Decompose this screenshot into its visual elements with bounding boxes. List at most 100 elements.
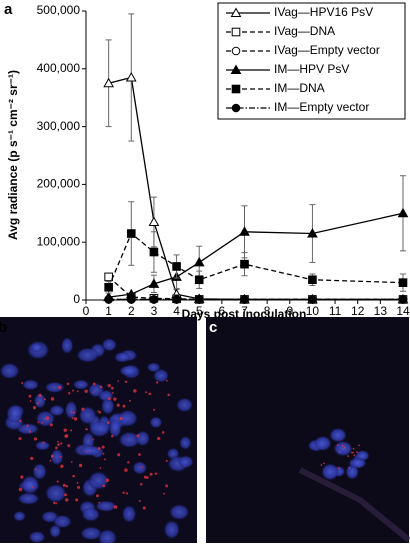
signal bbox=[341, 444, 344, 447]
x-tick-label: 6 bbox=[219, 304, 226, 318]
nucleus bbox=[81, 507, 101, 522]
micrographs bbox=[0, 317, 410, 548]
signal bbox=[64, 434, 69, 438]
signal bbox=[102, 452, 105, 455]
panel-label: a bbox=[4, 1, 13, 18]
signal bbox=[139, 482, 143, 486]
signal bbox=[76, 485, 81, 489]
signal bbox=[154, 472, 158, 475]
x-tick-label: 12 bbox=[351, 304, 365, 318]
nucleus bbox=[108, 418, 122, 439]
signal bbox=[344, 446, 346, 449]
nucleus bbox=[333, 440, 354, 457]
nucleus bbox=[49, 524, 62, 539]
legend-label: IVag—HPV16 PsV bbox=[274, 5, 373, 19]
signal bbox=[31, 486, 34, 489]
marker bbox=[307, 228, 318, 238]
signal bbox=[138, 499, 141, 502]
marker bbox=[172, 262, 181, 271]
nucleus bbox=[35, 410, 56, 428]
signal bbox=[337, 444, 339, 446]
nucleus bbox=[50, 448, 64, 466]
legend-box bbox=[217, 2, 406, 120]
signal bbox=[92, 382, 96, 386]
marker bbox=[172, 295, 181, 304]
marker bbox=[240, 295, 249, 304]
signal bbox=[38, 393, 42, 398]
marker bbox=[230, 64, 242, 74]
signal bbox=[113, 505, 118, 509]
signal bbox=[42, 441, 45, 444]
signal bbox=[117, 453, 121, 457]
legend-label: IM—DNA bbox=[274, 81, 325, 95]
y-tick-label: 0 bbox=[73, 292, 80, 306]
signal bbox=[165, 484, 169, 488]
signal bbox=[49, 423, 53, 427]
marker bbox=[231, 27, 241, 37]
nucleus bbox=[48, 404, 65, 417]
nucleus bbox=[17, 492, 40, 505]
signal bbox=[127, 461, 130, 464]
signal bbox=[34, 468, 37, 471]
nucleus bbox=[348, 457, 367, 469]
legend-label: IVag—Empty vector bbox=[274, 43, 380, 57]
signal bbox=[143, 475, 147, 479]
x-tick-label: 5 bbox=[196, 304, 203, 318]
signal bbox=[99, 385, 103, 389]
marker bbox=[231, 103, 241, 113]
nucleus bbox=[135, 430, 151, 447]
signal bbox=[67, 444, 71, 448]
signal bbox=[32, 405, 37, 410]
series-line bbox=[108, 212, 404, 298]
signal bbox=[26, 424, 29, 427]
signal bbox=[49, 459, 52, 462]
signal bbox=[119, 416, 123, 421]
marker bbox=[397, 207, 409, 218]
signal bbox=[338, 451, 341, 454]
signal bbox=[62, 483, 66, 487]
signal bbox=[99, 467, 102, 469]
signal bbox=[347, 455, 349, 457]
marker bbox=[240, 259, 249, 269]
marker bbox=[308, 275, 317, 285]
signal bbox=[97, 447, 101, 450]
x-tick-label: 3 bbox=[151, 304, 158, 318]
signal bbox=[113, 397, 117, 401]
signal bbox=[98, 410, 101, 414]
x-axis-label: Days post inoculation bbox=[182, 307, 307, 321]
signal bbox=[124, 380, 127, 383]
marker bbox=[126, 295, 136, 304]
signal bbox=[72, 474, 75, 478]
signal bbox=[18, 487, 23, 492]
nucleus bbox=[44, 483, 67, 504]
signal bbox=[66, 382, 70, 386]
tissue-edge bbox=[298, 467, 410, 543]
signal bbox=[124, 468, 128, 472]
signal bbox=[57, 443, 60, 446]
nucleus bbox=[118, 431, 141, 449]
signal bbox=[112, 392, 114, 394]
signal bbox=[148, 392, 152, 396]
signal bbox=[20, 475, 24, 479]
nucleus bbox=[13, 510, 27, 522]
signal bbox=[110, 386, 114, 390]
signal bbox=[352, 451, 354, 454]
signal bbox=[70, 461, 73, 463]
signal bbox=[133, 389, 137, 393]
signal bbox=[58, 385, 62, 390]
nucleus bbox=[60, 336, 74, 355]
nucleus bbox=[175, 397, 194, 413]
signal bbox=[128, 399, 131, 402]
signal bbox=[52, 501, 56, 504]
signal bbox=[157, 436, 161, 441]
nucleus bbox=[88, 420, 111, 438]
marker bbox=[194, 275, 204, 285]
x-tick-label: 0 bbox=[83, 304, 90, 318]
marker bbox=[149, 247, 159, 257]
marker bbox=[126, 229, 136, 238]
y-tick-label: 100,000 bbox=[37, 234, 81, 248]
nucleus bbox=[30, 342, 44, 353]
nucleus bbox=[132, 461, 148, 475]
marker bbox=[308, 295, 317, 304]
